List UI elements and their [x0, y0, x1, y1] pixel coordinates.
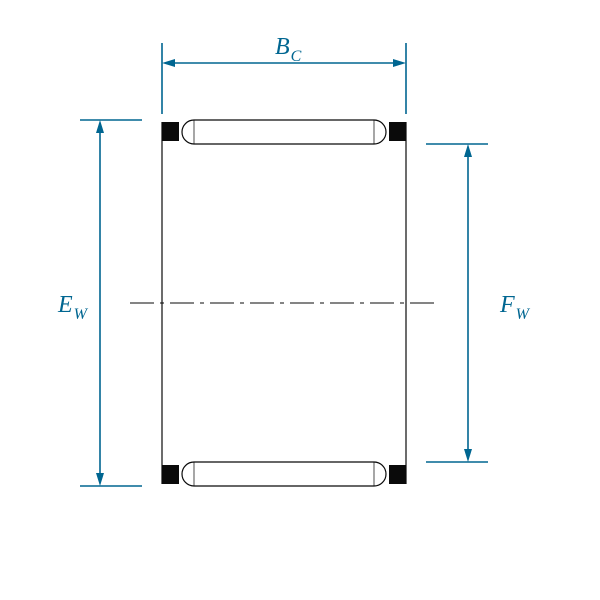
label-fw: FW [500, 292, 529, 319]
label-bc-main: B [275, 34, 290, 60]
label-ew: EW [58, 292, 87, 319]
diagram-stage: BC EW FW [0, 0, 600, 600]
label-bc: BC [275, 34, 301, 61]
label-fw-sub: W [516, 306, 529, 323]
label-bc-sub: C [291, 48, 302, 65]
label-ew-sub: W [74, 306, 87, 323]
label-ew-main: E [58, 292, 73, 318]
label-fw-main: F [500, 292, 515, 318]
